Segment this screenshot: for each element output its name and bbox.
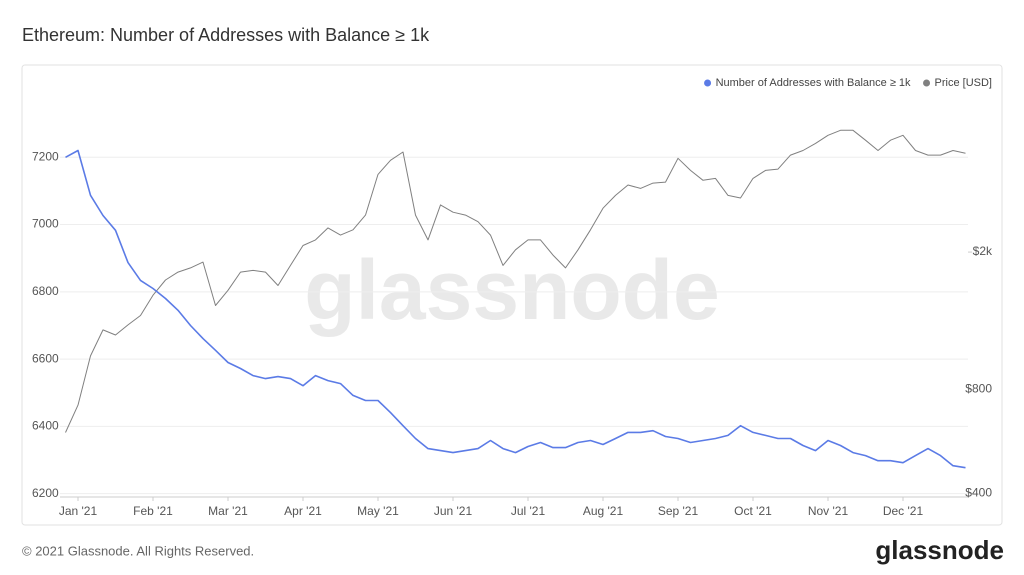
y-tick-label: 6400 [32, 419, 59, 433]
series-line [65, 129, 966, 433]
x-tick-label: Feb '21 [133, 504, 173, 518]
legend-label: Price [USD] [935, 77, 992, 89]
x-tick-label: Jun '21 [434, 504, 473, 518]
x-tick-label: Jul '21 [511, 504, 546, 518]
y-tick-label: 6600 [32, 351, 59, 365]
legend-swatch [704, 79, 712, 87]
y2-tick-label: $400 [965, 485, 992, 499]
x-tick-label: Aug '21 [583, 504, 624, 518]
y2-tick-label: $800 [965, 382, 992, 396]
y2-tick-label: $2k [973, 244, 993, 258]
y-tick-label: 6800 [32, 284, 59, 298]
x-tick-label: Oct '21 [734, 504, 772, 518]
legend-label: Number of Addresses with Balance ≥ 1k [716, 77, 911, 89]
x-tick-label: Apr '21 [284, 504, 322, 518]
series-line [65, 149, 966, 469]
x-tick-label: Dec '21 [883, 504, 924, 518]
x-tick-label: Mar '21 [208, 504, 248, 518]
chart-title: Ethereum: Number of Addresses with Balan… [22, 25, 430, 45]
x-tick-label: Jan '21 [59, 504, 98, 518]
watermark: glassnode [304, 243, 719, 337]
y-tick-label: 7000 [32, 217, 59, 231]
x-tick-label: Sep '21 [658, 504, 699, 518]
y-tick-label: 7200 [32, 149, 59, 163]
footer: © 2021 Glassnode. All Rights Reserved. [22, 543, 254, 558]
y-tick-label: 6200 [32, 486, 59, 500]
brand-logo: glassnode [875, 535, 1004, 565]
chart-frame [21, 64, 1003, 526]
legend-swatch [923, 79, 931, 87]
x-tick-label: May '21 [357, 504, 399, 518]
x-tick-label: Nov '21 [808, 504, 849, 518]
